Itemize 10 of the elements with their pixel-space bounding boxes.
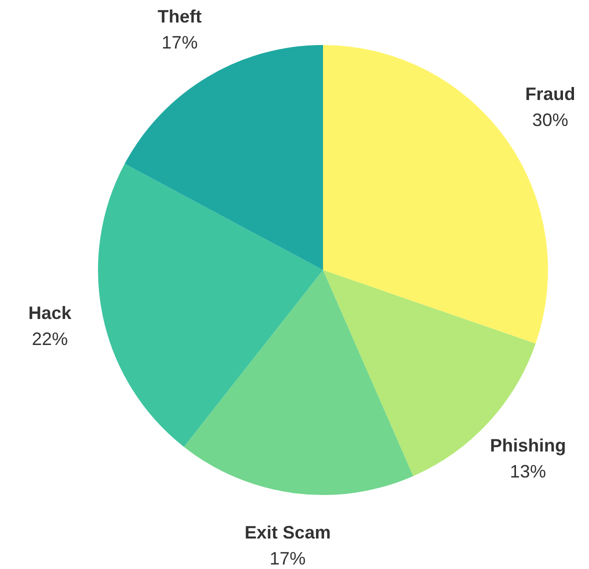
slice-label: Exit Scam bbox=[244, 522, 331, 543]
data-label: 22% bbox=[32, 329, 68, 350]
slice-label: Theft bbox=[158, 6, 202, 27]
data-label: 13% bbox=[510, 461, 546, 482]
slice-label: Hack bbox=[28, 303, 72, 324]
data-label: 17% bbox=[162, 32, 198, 53]
slice-label: Fraud bbox=[525, 84, 576, 104]
slice-label: Phishing bbox=[490, 435, 566, 456]
data-label: 17% bbox=[270, 548, 306, 569]
data-label: 30% bbox=[532, 110, 568, 130]
